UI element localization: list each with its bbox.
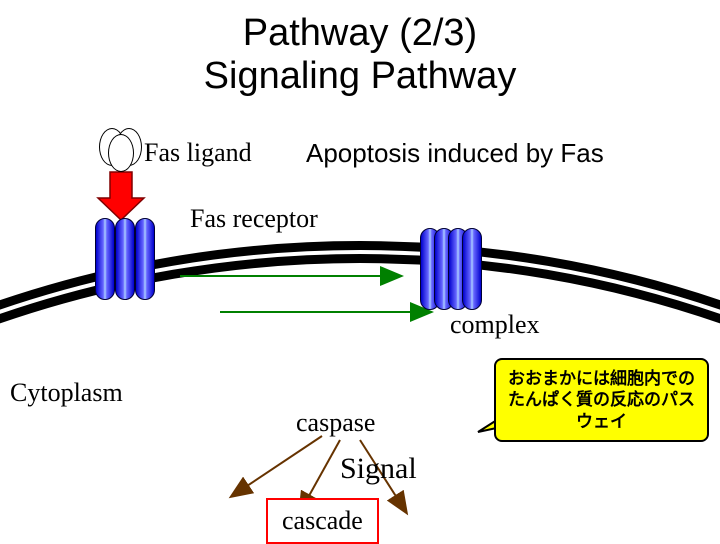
label-fas-receptor: Fas receptor <box>190 204 318 234</box>
callout-line-2: たんぱく質の反応のパス <box>508 389 695 410</box>
fas-receptor-rod <box>135 218 155 300</box>
label-caspase: caspase <box>296 408 375 438</box>
callout-line-3: ウェイ <box>508 411 695 432</box>
slide-title: Pathway (2/3) Signaling Pathway <box>0 12 720 98</box>
fas-receptor-rod <box>95 218 115 300</box>
label-fas-ligand: Fas ligand <box>144 138 252 168</box>
fas-receptor-rod <box>115 218 135 300</box>
label-apoptosis: Apoptosis induced by Fas <box>306 138 604 169</box>
label-cytoplasm: Cytoplasm <box>10 378 123 408</box>
label-complex: complex <box>450 310 540 340</box>
cascade-box-label: cascade <box>282 506 363 535</box>
fas-ligand-ball <box>108 134 134 172</box>
callout-bubble: おおまかには細胞内での たんぱく質の反応のパス ウェイ <box>494 358 709 442</box>
red-down-arrow <box>98 172 144 220</box>
label-signal: Signal <box>340 452 417 486</box>
title-line-2: Signaling Pathway <box>0 55 720 98</box>
title-line-1: Pathway (2/3) <box>0 12 720 55</box>
callout-line-1: おおまかには細胞内での <box>508 368 695 389</box>
cascade-arrow-1 <box>232 436 322 496</box>
cascade-box: cascade <box>266 498 379 544</box>
complex-rod <box>462 228 482 310</box>
